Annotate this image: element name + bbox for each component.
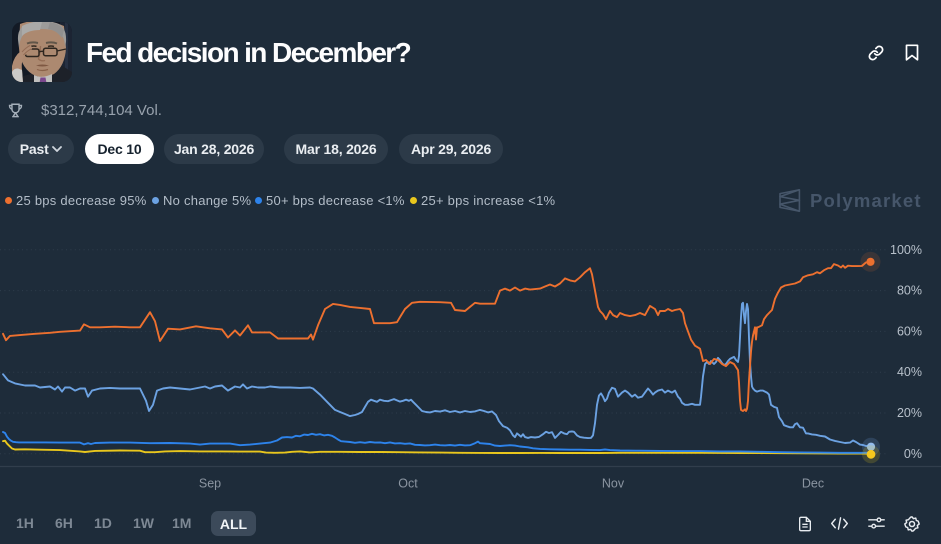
svg-text:80%: 80% — [897, 284, 922, 298]
svg-text:40%: 40% — [897, 365, 922, 379]
svg-text:20%: 20% — [897, 406, 922, 420]
svg-text:Sep: Sep — [199, 477, 221, 491]
svg-text:100%: 100% — [890, 243, 922, 257]
svg-text:Oct: Oct — [398, 477, 418, 491]
svg-text:Nov: Nov — [602, 477, 625, 491]
svg-text:Dec: Dec — [802, 477, 824, 491]
svg-text:0%: 0% — [904, 447, 922, 461]
svg-text:60%: 60% — [897, 324, 922, 338]
